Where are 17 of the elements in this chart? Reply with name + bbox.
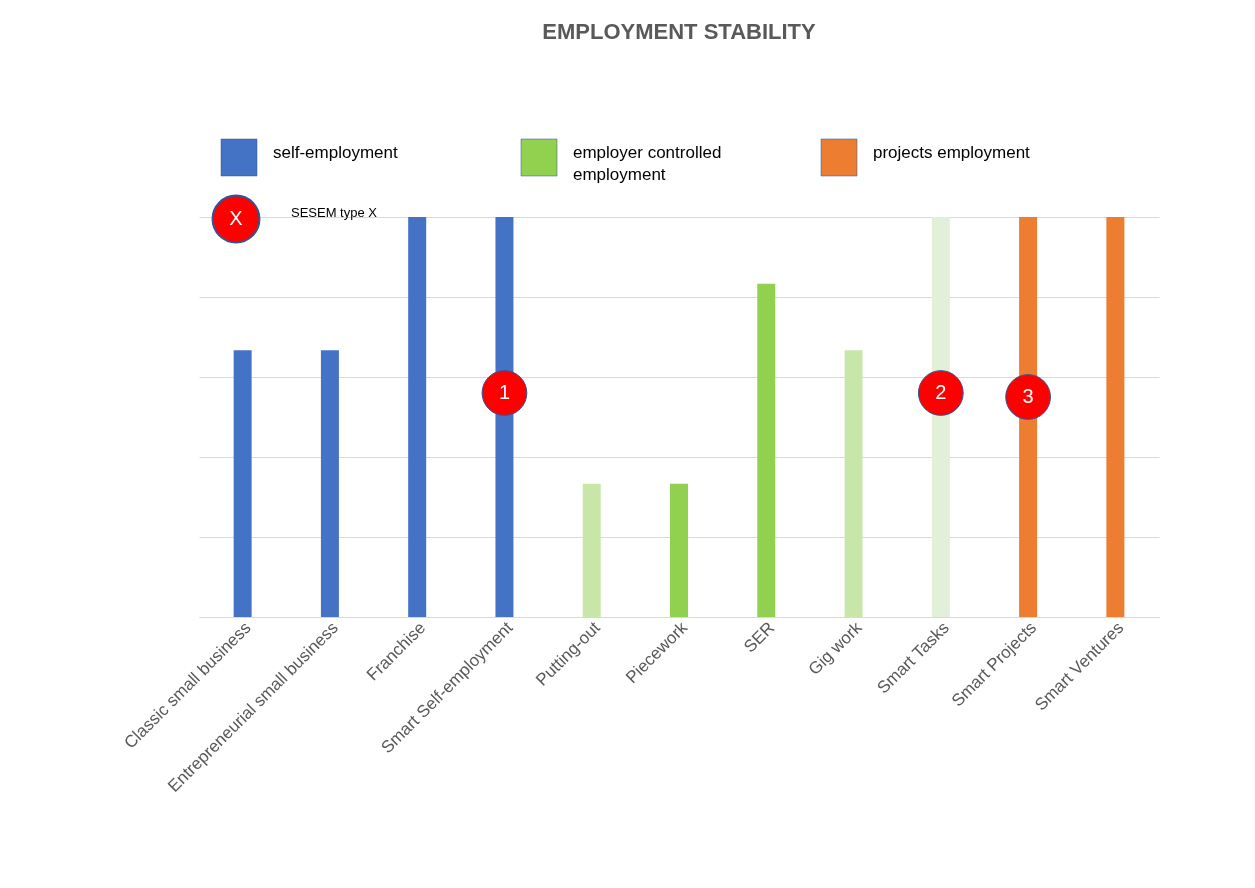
annotation: 3 bbox=[1022, 385, 1034, 407]
legend-label: employer controlled employment bbox=[573, 143, 722, 184]
bar bbox=[670, 483, 688, 617]
bar bbox=[757, 283, 776, 617]
bar bbox=[320, 350, 339, 617]
annotation: 2 bbox=[935, 381, 947, 403]
bar bbox=[1106, 217, 1125, 617]
bar bbox=[408, 217, 427, 617]
legend-label: projects employment bbox=[873, 143, 1031, 162]
annotation: 1 bbox=[498, 381, 511, 403]
bar bbox=[582, 483, 601, 617]
annotation: SESEM type X bbox=[291, 205, 378, 220]
legend-label: self-employment bbox=[273, 143, 398, 162]
chart-title: EMPLOYMENT STABILITY bbox=[542, 18, 817, 44]
bar bbox=[233, 350, 252, 617]
bar bbox=[844, 350, 863, 617]
annotation: X bbox=[229, 207, 243, 229]
